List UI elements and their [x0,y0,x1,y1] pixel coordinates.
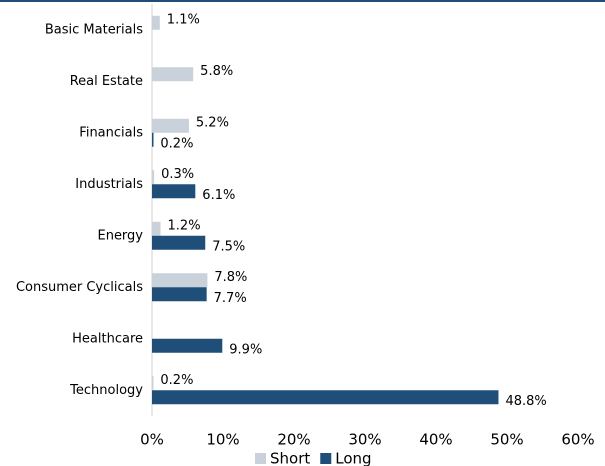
value-label: 7.7% [214,291,247,306]
x-tick-label: 10% [206,431,239,449]
bar [152,235,206,250]
value-label: 0.3% [161,167,194,182]
bar [152,118,189,133]
y-tick-label: Technology [69,383,143,398]
value-label: 48.8% [505,394,546,409]
y-tick-label: Financials [79,125,143,140]
y-tick-label: Energy [97,228,143,243]
bar [152,184,196,199]
bar [152,132,154,147]
bar [152,221,161,236]
y-tick-label: Consumer Cyclicals [16,280,143,295]
bar [152,338,223,353]
legend-swatch [255,453,266,464]
value-label: 5.8% [200,64,233,79]
value-label: 1.1% [167,12,200,27]
legend-swatch [320,453,332,464]
y-tick-label: Healthcare [72,331,143,346]
legend-label: Long [335,450,371,466]
bar [152,287,207,302]
bar [152,67,194,82]
value-label: 7.5% [212,239,245,254]
x-tick-label: 60% [561,431,594,449]
y-tick-label: Basic Materials [45,22,143,37]
value-label: 0.2% [160,136,193,151]
bar [152,170,155,185]
bar [152,376,154,391]
value-label: 9.9% [229,342,262,357]
bar [152,15,160,30]
value-label: 1.2% [168,218,201,233]
x-tick-label: 0% [140,431,164,449]
top-border [0,0,605,2]
value-label: 7.8% [214,270,247,285]
value-label: 6.1% [202,188,235,203]
x-tick-label: 50% [490,431,523,449]
bar [152,390,499,405]
y-tick-label: Industrials [75,177,143,192]
x-tick-label: 40% [419,431,452,449]
y-tick-label: Real Estate [70,74,143,89]
value-label: 0.2% [160,373,193,388]
value-label: 5.2% [196,115,229,130]
legend-label: Short [270,450,310,466]
x-tick-label: 20% [277,431,310,449]
x-tick-label: 30% [348,431,381,449]
bar [152,273,208,288]
